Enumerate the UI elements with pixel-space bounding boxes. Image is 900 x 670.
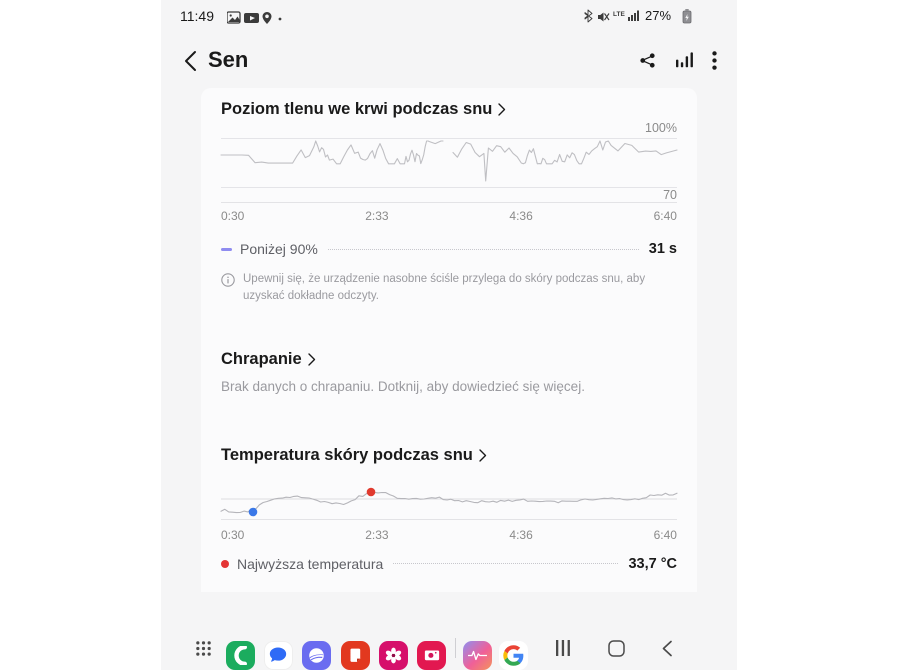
svg-text:27%: 27%: [645, 8, 671, 23]
svg-text:LTE: LTE: [613, 11, 625, 18]
